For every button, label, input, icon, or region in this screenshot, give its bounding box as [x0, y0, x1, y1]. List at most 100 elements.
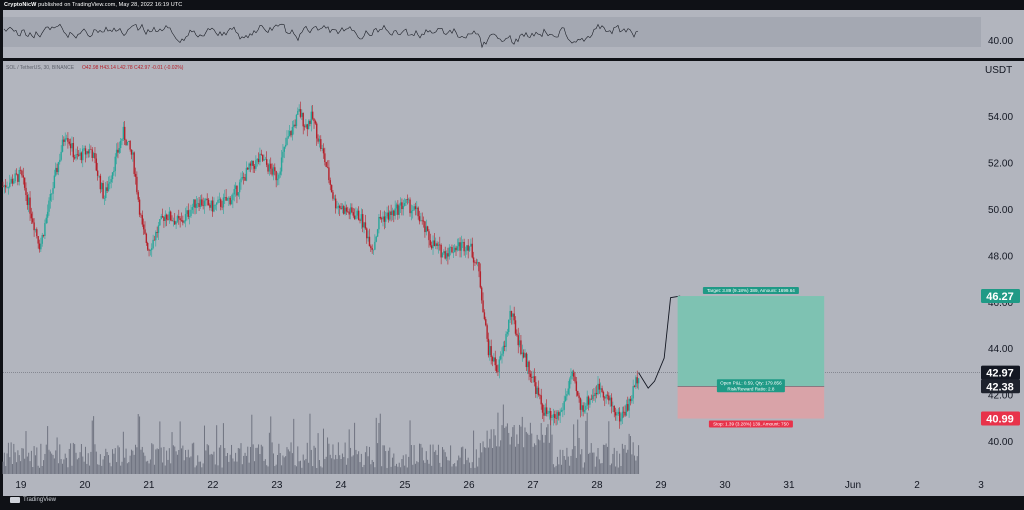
volume-bar [459, 457, 461, 474]
volume-bar [593, 452, 595, 474]
volume-bar [202, 463, 204, 474]
volume-bar [417, 462, 419, 474]
volume-bar [143, 452, 145, 474]
pane-divider[interactable] [0, 59, 1024, 61]
candle-body [73, 157, 76, 159]
volume-bar [510, 436, 512, 474]
target-zone[interactable] [677, 296, 825, 387]
volume-bar [489, 438, 491, 474]
candle-body [544, 407, 546, 416]
candle-body [234, 185, 237, 190]
candle-body [57, 162, 60, 172]
candle-body [459, 242, 461, 251]
volume-bar [408, 456, 410, 474]
volume-bar [193, 442, 195, 474]
candle-body [288, 131, 291, 137]
candle-body [330, 184, 333, 193]
candle-body [221, 206, 223, 208]
candle-body [362, 214, 364, 228]
volume-bar [351, 456, 353, 474]
candle-body [45, 217, 47, 224]
volume-bar [556, 456, 558, 474]
volume-bar [260, 444, 262, 474]
volume-bar [313, 445, 315, 474]
price-badge-label: 42.97 [986, 368, 1014, 380]
price-axis[interactable] [981, 61, 1024, 474]
volume-bar [406, 467, 408, 474]
indicator-band [3, 17, 981, 47]
target-label-background [702, 287, 799, 295]
volume-bar [336, 458, 338, 474]
candle-body [78, 154, 80, 156]
candle-body [631, 398, 633, 402]
candle-body [316, 123, 318, 139]
volume-bar [368, 446, 370, 474]
candle-body [145, 233, 148, 243]
candle-body [368, 236, 371, 247]
target-label-text: Target: 3.89 (9.18%) 389, Amount: 1699.6… [707, 288, 795, 293]
candle-body [513, 313, 515, 321]
candle-body [278, 174, 280, 179]
time-tick-label: 20 [79, 480, 91, 491]
candle-body [194, 199, 196, 208]
volume-bar [26, 456, 28, 474]
volume-bar [210, 453, 212, 474]
candle-body [598, 383, 601, 390]
candle-body [387, 212, 390, 220]
volume-bar [504, 427, 506, 474]
volume-bar [320, 466, 322, 474]
candle-body [228, 197, 230, 199]
candle-body [464, 250, 467, 252]
volume-bar [24, 458, 26, 474]
time-tick-label: 3 [978, 480, 984, 491]
volume-bar [179, 421, 181, 474]
volume-bar [55, 450, 57, 474]
long-position-tool[interactable]: Target: 3.89 (9.18%) 389, Amount: 1699.6… [677, 287, 825, 428]
candle-body [532, 376, 534, 378]
footer-brand[interactable]: TradingView [10, 497, 56, 503]
candle-body [548, 411, 551, 414]
volume-bar [141, 446, 143, 474]
candle-body [372, 249, 375, 251]
volume-bar [454, 463, 456, 474]
candle-body [279, 171, 281, 175]
volume-bar [252, 444, 254, 474]
volume-bar [233, 461, 235, 474]
volume-bar [583, 462, 585, 474]
volume-bar [473, 430, 475, 474]
candle-body [210, 200, 212, 208]
candle-body [260, 153, 262, 155]
candle-body [238, 182, 241, 193]
candle-body [407, 199, 410, 201]
time-axis[interactable] [3, 474, 981, 496]
candle-body [5, 185, 7, 188]
candle-body [163, 217, 165, 222]
candle-body [125, 139, 127, 146]
candle-body [174, 220, 176, 225]
candle-body [251, 160, 253, 166]
volume-bar [364, 452, 366, 474]
author-name[interactable]: CryptoNicW [4, 2, 37, 8]
volume-bar [283, 457, 285, 474]
volume-bar [189, 457, 191, 474]
volume-bar [59, 444, 61, 474]
candle-body [583, 409, 586, 412]
volume-bar [45, 444, 47, 474]
volume-bar [508, 432, 510, 474]
candle-body [591, 395, 594, 400]
volume-bar [582, 467, 584, 474]
volume-bar [243, 455, 245, 474]
candle-body [483, 312, 486, 320]
volume-bar [332, 444, 334, 474]
candle-body [218, 199, 221, 200]
candle-body [187, 210, 189, 217]
volume-bar [567, 456, 569, 474]
candle-body [46, 211, 49, 218]
candle-body [332, 192, 334, 199]
volume-bar [256, 447, 258, 474]
time-tick-label: 2 [914, 480, 920, 491]
volume-bar [573, 424, 575, 474]
volume-bar [521, 416, 523, 474]
volume-bar [379, 413, 381, 474]
